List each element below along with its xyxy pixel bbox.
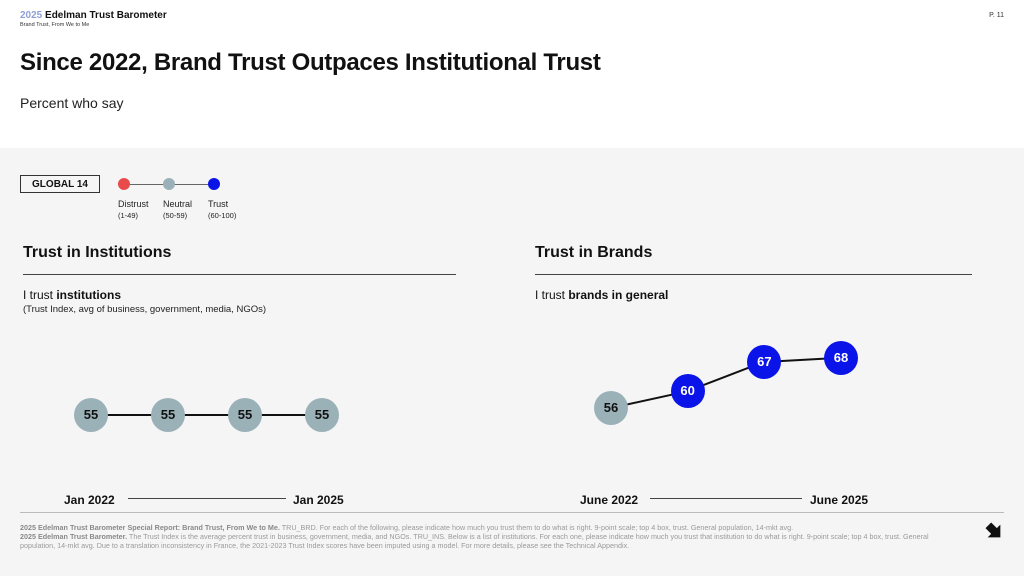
data-point-3: 55 — [228, 398, 262, 432]
brand-year: 2025 — [20, 10, 43, 21]
data-point-3: 67 — [747, 344, 782, 379]
series-connector — [245, 414, 322, 416]
x-start-label-brands: June 2022 — [580, 493, 639, 507]
footer-divider — [20, 512, 1004, 513]
x-timeline-rule — [650, 498, 802, 499]
x-start-label-institutions: Jan 2022 — [64, 493, 115, 507]
page-title: Since 2022, Brand Trust Outpaces Institu… — [20, 49, 601, 76]
footnote-1: 2025 Edelman Trust Barometer Special Rep… — [20, 523, 794, 532]
question-brands: I trust brands in general — [535, 288, 669, 302]
data-point-1: 56 — [594, 391, 628, 425]
series-connector — [91, 414, 168, 416]
brand-subtitle: Brand Trust, From We to Me — [20, 22, 90, 28]
legend-range-neutral: (50-59) — [163, 211, 188, 220]
legend-dot-distrust — [118, 178, 130, 190]
legend-range-distrust: (1-49) — [118, 211, 139, 220]
section-divider — [23, 274, 456, 275]
footnotes: 2025 Edelman Trust Barometer Special Rep… — [20, 523, 960, 550]
page-number: P. 11 — [989, 12, 1004, 19]
legend-range-trust: (60-100) — [208, 211, 237, 220]
section-divider — [535, 274, 972, 275]
page-subtitle: Percent who say — [20, 95, 124, 111]
legend-dot-neutral — [163, 178, 175, 190]
data-point-4: 68 — [824, 340, 858, 375]
arrow-down-right-icon[interactable] — [983, 520, 1005, 542]
brand-logo-text: 2025 Edelman Trust Barometer — [20, 10, 167, 21]
chart-title-brands: Trust in Brands — [535, 244, 653, 261]
x-timeline-rule — [128, 498, 286, 499]
data-point-1: 55 — [74, 398, 108, 432]
x-end-label-brands: June 2025 — [810, 493, 869, 507]
question-institutions: I trust institutions — [23, 288, 122, 302]
note-institutions: (Trust Index, avg of business, governmen… — [23, 304, 267, 315]
brand-name: Edelman Trust Barometer — [45, 10, 167, 21]
legend-label-trust: Trust — [208, 199, 229, 209]
data-point-4: 55 — [305, 398, 339, 432]
data-point-2: 55 — [151, 398, 185, 432]
legend-dot-trust — [208, 178, 220, 190]
legend-label-distrust: Distrust — [118, 199, 149, 209]
chart-title-institutions: Trust in Institutions — [23, 244, 172, 261]
series-connector — [168, 414, 245, 416]
legend-label-neutral: Neutral — [163, 199, 193, 209]
global-badge: GLOBAL 14 — [20, 175, 100, 193]
data-point-2: 60 — [670, 374, 705, 409]
x-end-label-institutions: Jan 2025 — [293, 493, 344, 507]
footnote-2: 2025 Edelman Trust Barometer. The Trust … — [20, 532, 929, 550]
